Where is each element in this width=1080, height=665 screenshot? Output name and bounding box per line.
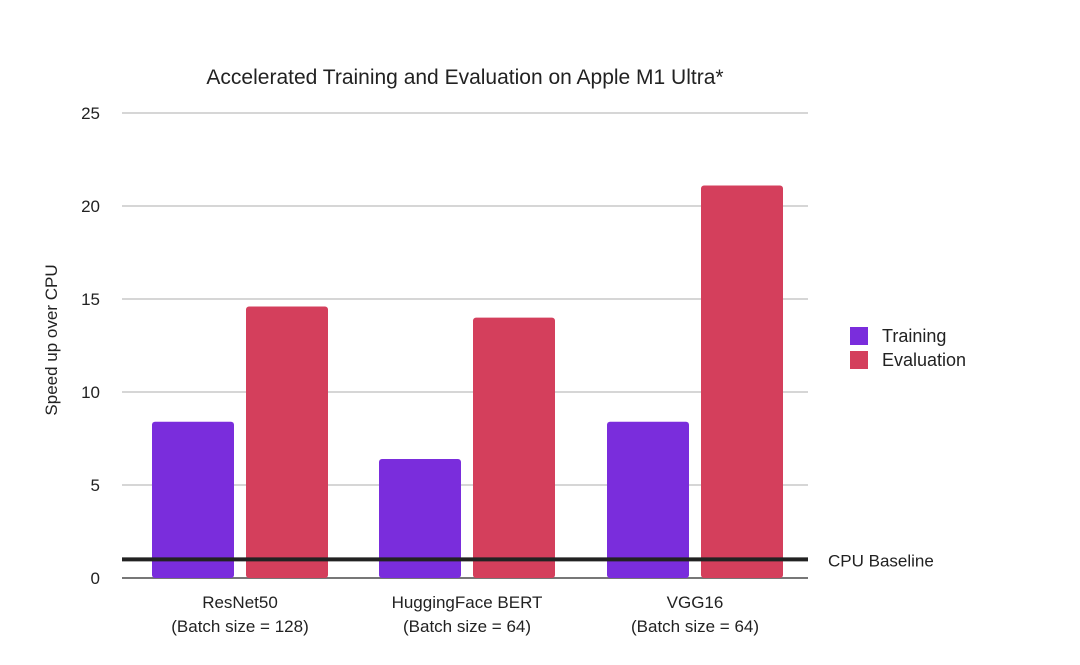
cpu-baseline-label: CPU Baseline [828,551,934,570]
x-tick-label: ResNet50 [202,593,278,612]
legend-swatch [850,351,868,369]
y-tick-label: 25 [81,104,100,123]
y-tick-label: 15 [81,290,100,309]
x-tick-label: (Batch size = 64) [403,617,531,636]
bar-evaluation [473,317,555,578]
y-axis-label: Speed up over CPU [42,264,61,415]
y-tick-label: 5 [91,476,100,495]
y-tick-label: 0 [91,569,100,588]
legend-label: Training [882,326,946,346]
y-tick-label: 20 [81,197,100,216]
bar-evaluation [246,306,328,578]
x-tick-label: (Batch size = 128) [171,617,309,636]
legend-swatch [850,327,868,345]
bar-training [607,421,689,578]
bar-evaluation [701,185,783,579]
y-tick-label: 10 [81,383,100,402]
legend-label: Evaluation [882,350,966,370]
bar-training [379,458,461,578]
x-tick-label: HuggingFace BERT [392,593,543,612]
chart-title: Accelerated Training and Evaluation on A… [206,66,723,89]
bar-training [152,421,234,578]
x-tick-label: VGG16 [667,593,724,612]
x-tick-label: (Batch size = 64) [631,617,759,636]
